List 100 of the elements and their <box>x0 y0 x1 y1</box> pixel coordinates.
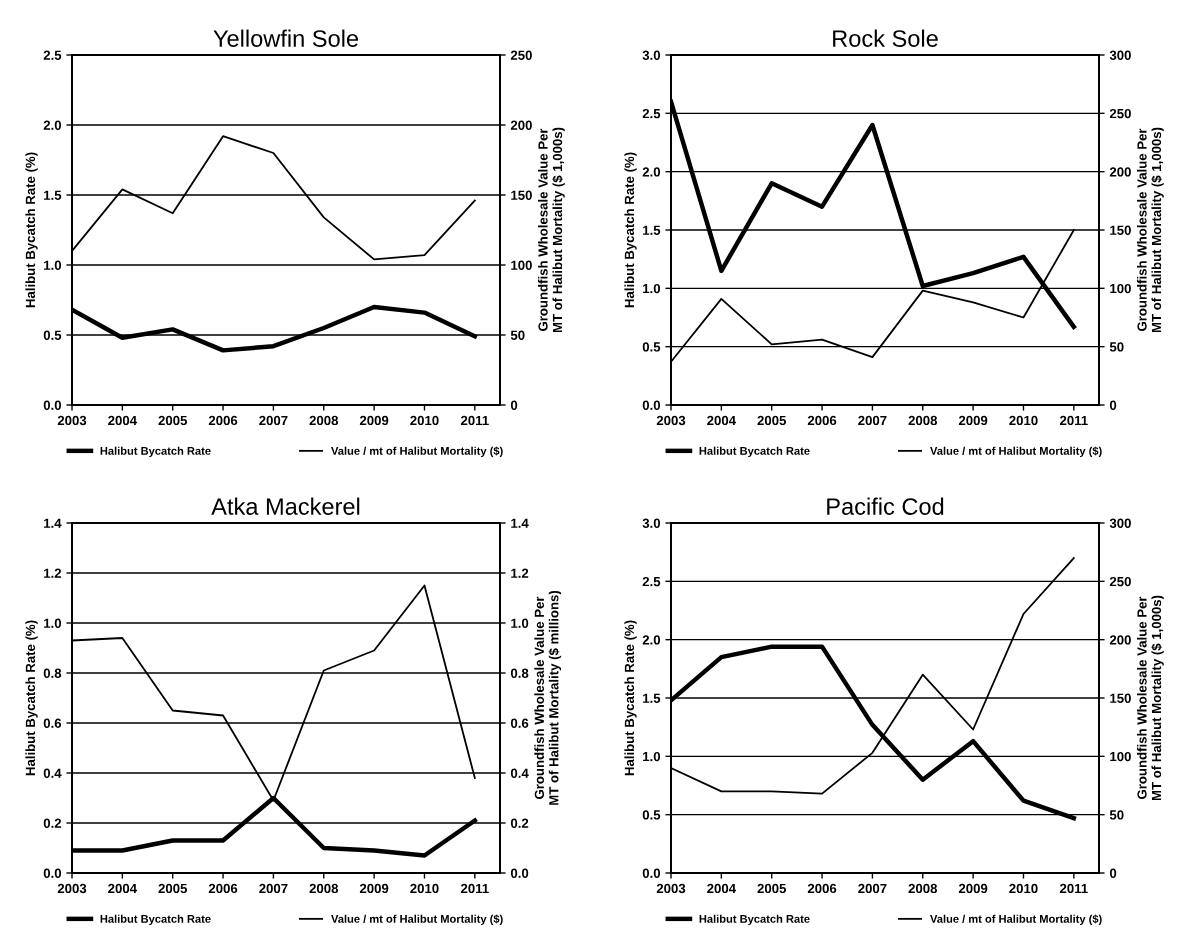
chart-title: Atka Mackerel <box>211 497 360 515</box>
legend-label: Halibut Bycatch Rate <box>699 446 810 458</box>
x-tick-label: 2004 <box>108 883 137 894</box>
x-tick-label: 2004 <box>707 415 736 426</box>
x-tick-label: 2008 <box>309 883 339 894</box>
x-tick-label: 2009 <box>359 883 389 894</box>
y-tick-label: 0.4 <box>43 768 62 778</box>
legend-label: Halibut Bycatch Rate <box>100 446 211 458</box>
y2-tick-label: 0 <box>510 400 518 410</box>
y-tick-label: 1.2 <box>44 568 62 578</box>
y-tick-label: 1.0 <box>44 618 62 628</box>
x-tick-label: 2011 <box>1059 415 1088 426</box>
y-tick-label: 1.4 <box>44 518 62 528</box>
y-tick-label: 0.0 <box>642 868 661 878</box>
x-tick-label: 2005 <box>158 415 188 426</box>
x-tick-label: 2008 <box>908 883 938 894</box>
x-tick-label: 2003 <box>656 883 686 894</box>
y-axis-title: Halibut Bycatch Rate (%) <box>624 620 637 776</box>
x-tick-label: 2003 <box>656 415 686 426</box>
x-tick-label: 2011 <box>460 883 489 894</box>
y2-tick-label: 0 <box>1109 868 1117 878</box>
y-tick-label: 1.5 <box>44 190 62 200</box>
y2-tick-label: 150 <box>1110 693 1131 703</box>
chart-title: Yellowfin Sole <box>213 29 359 47</box>
y-tick-label: 1.5 <box>643 693 661 703</box>
y2-tick-label: 1.4 <box>511 518 529 528</box>
x-tick-label: 2008 <box>309 415 339 426</box>
y2-axis-title: Groundfish Wholesale Value Per MT of Halibut Mortality ($ 1,000s) <box>1136 595 1164 801</box>
legend-label: Value / mt of Halibut Mortality ($) <box>930 914 1102 926</box>
y-tick-label: 1.0 <box>643 283 661 294</box>
x-tick-label: 2007 <box>858 415 887 426</box>
y-tick-label: 0.2 <box>43 818 62 828</box>
y2-tick-label: 250 <box>510 50 532 60</box>
y-tick-label: 0.5 <box>642 342 661 352</box>
y2-axis-title: Groundfish Wholesale Value Per MT of Halibut Mortality ($ 1,000s) <box>537 127 565 333</box>
y-tick-label: 0.8 <box>43 668 62 678</box>
y-axis-title: Halibut Bycatch Rate (%) <box>25 620 38 776</box>
y-tick-label: 1.0 <box>44 260 62 270</box>
x-tick-label: 2004 <box>108 415 137 426</box>
legend-label: Value / mt of Halibut Mortality ($) <box>331 446 503 458</box>
x-tick-label: 2008 <box>908 415 938 426</box>
y-tick-label: 0.5 <box>43 330 62 340</box>
y2-tick-label: 0.4 <box>510 768 529 778</box>
y-tick-label: 1.0 <box>643 751 661 762</box>
y-tick-label: 0.0 <box>43 400 62 410</box>
y2-tick-label: 200 <box>510 120 532 130</box>
legend-label: Halibut Bycatch Rate <box>100 914 211 926</box>
y-tick-label: 0.0 <box>642 400 661 410</box>
y-tick-label: 2.0 <box>642 635 661 645</box>
x-tick-label: 2005 <box>757 415 787 426</box>
y2-tick-label: 300 <box>1109 50 1131 60</box>
y2-tick-label: 1.0 <box>511 618 529 628</box>
y-tick-label: 2.0 <box>43 120 62 130</box>
y2-tick-label: 150 <box>511 190 532 200</box>
y2-tick-label: 0 <box>1109 400 1117 410</box>
chart-title: Rock Sole <box>833 29 938 47</box>
y-axis-title: Halibut Bycatch Rate (%) <box>25 152 38 308</box>
y2-tick-label: 250 <box>1109 576 1131 587</box>
y-axis-title: Halibut Bycatch Rate (%) <box>624 152 637 308</box>
y2-axis-title: Groundfish Wholesale Value Per MT of Halibut Mortality ($ 1,000s) <box>1136 127 1164 333</box>
y-tick-label: 1.5 <box>643 225 661 235</box>
y-tick-label: 3.0 <box>642 50 661 60</box>
y-tick-label: 0.0 <box>43 868 62 878</box>
y2-tick-label: 0.6 <box>510 718 529 728</box>
x-tick-label: 2006 <box>807 415 837 426</box>
y2-tick-label: 1.2 <box>511 568 529 578</box>
y2-tick-label: 200 <box>1109 635 1131 645</box>
y2-tick-label: 150 <box>1110 225 1131 235</box>
y-tick-label: 0.6 <box>43 718 62 728</box>
chart-title: Pacific Cod <box>827 497 944 515</box>
x-tick-label: 2005 <box>158 883 188 894</box>
y2-tick-label: 100 <box>1110 751 1131 762</box>
x-tick-label: 2009 <box>958 883 988 894</box>
x-tick-label: 2007 <box>259 883 288 894</box>
y2-tick-label: 50 <box>510 330 525 340</box>
x-tick-label: 2006 <box>208 883 238 894</box>
y-tick-label: 2.5 <box>642 576 661 587</box>
y2-axis-title: Groundfish Wholesale Value Per MT of Halibut Mortality ($ millions) <box>534 590 562 805</box>
x-tick-label: 2010 <box>410 883 439 894</box>
y-tick-label: 2.0 <box>642 167 661 177</box>
y2-tick-label: 100 <box>1110 283 1131 294</box>
x-tick-label: 2009 <box>958 415 988 426</box>
legend-label: Value / mt of Halibut Mortality ($) <box>930 446 1102 458</box>
y2-tick-label: 200 <box>1109 167 1131 177</box>
y2-tick-label: 100 <box>511 260 532 270</box>
y-tick-label: 2.5 <box>642 108 661 119</box>
legend-label: Halibut Bycatch Rate <box>699 914 810 926</box>
x-tick-label: 2007 <box>259 415 288 426</box>
y-tick-label: 3.0 <box>642 518 661 528</box>
y2-tick-label: 300 <box>1109 518 1131 528</box>
x-tick-label: 2005 <box>757 883 787 894</box>
legend-label: Value / mt of Halibut Mortality ($) <box>331 914 503 926</box>
x-tick-label: 2003 <box>57 415 87 426</box>
x-tick-label: 2011 <box>1059 883 1088 894</box>
y-tick-label: 0.5 <box>642 810 661 820</box>
x-tick-label: 2010 <box>410 415 439 426</box>
y2-tick-label: 0.2 <box>510 818 529 828</box>
y2-tick-label: 250 <box>1109 108 1131 119</box>
x-tick-label: 2007 <box>858 883 887 894</box>
x-tick-label: 2010 <box>1009 883 1038 894</box>
